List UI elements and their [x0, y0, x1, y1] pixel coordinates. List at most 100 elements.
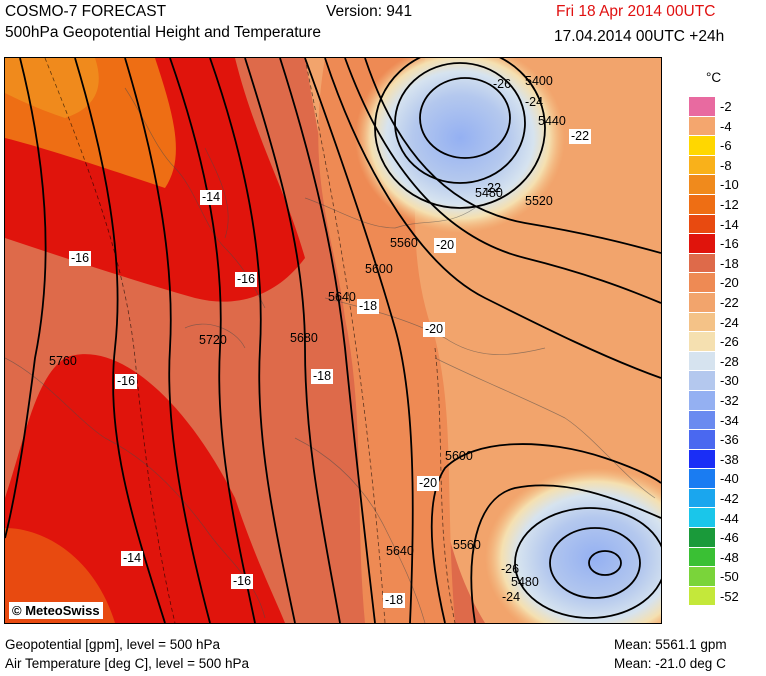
geo-label: 5640 [328, 290, 356, 304]
temp-label: -16 [69, 251, 92, 266]
legend-label: -32 [720, 393, 739, 408]
legend-label: -18 [720, 255, 739, 271]
geo-label: 5560 [453, 538, 481, 552]
legend-label: -2 [720, 99, 732, 114]
legend-color-box [689, 194, 715, 215]
legend-label: -42 [720, 491, 739, 506]
temp-label: -16 [115, 374, 138, 389]
legend-color-box [689, 97, 715, 117]
legend-label: -46 [720, 530, 739, 546]
legend-color-box [689, 234, 715, 254]
geo-label: 5600 [365, 262, 393, 276]
run-time: 17.04.2014 00UTC +24h [554, 28, 725, 45]
geopotential-contours [5, 58, 661, 623]
temp-label: -24 [502, 590, 521, 604]
legend-color-box [689, 332, 715, 352]
temp-label: -26 [501, 562, 520, 576]
temp-label: -20 [423, 322, 446, 337]
legend-color-box [689, 371, 715, 391]
geo-label: 5720 [199, 333, 227, 347]
coastlines [5, 87, 656, 623]
temp-label: -18 [311, 369, 334, 384]
temp-label: -22 [483, 181, 502, 195]
legend-color-box [689, 116, 715, 137]
legend-color-box [689, 586, 715, 607]
legend-label: -44 [720, 510, 739, 526]
legend-label: -26 [720, 334, 739, 350]
legend-color-box [689, 469, 715, 489]
legend-label: -22 [720, 295, 739, 310]
legend-label: -6 [720, 138, 732, 154]
valid-time: Fri 18 Apr 2014 00UTC [556, 3, 716, 20]
legend-label: -24 [720, 314, 739, 330]
temp-label: -16 [231, 574, 254, 589]
temp-label: -14 [200, 190, 223, 205]
legend-color-box [689, 488, 715, 509]
legend-color-box [689, 390, 715, 411]
geo-label: 5640 [386, 544, 414, 558]
temp-label: -20 [434, 238, 457, 253]
legend-label: -14 [720, 216, 739, 232]
legend-color-box [689, 253, 715, 274]
legend-label: -16 [720, 236, 739, 252]
legend-color-box [689, 155, 715, 176]
temp-label: -18 [383, 593, 406, 608]
legend-color-box [689, 410, 715, 431]
forecast-map: 5400 5440 5480 5520 5560 5600 5640 5680 … [4, 57, 662, 624]
legend-label: -52 [720, 589, 739, 604]
version-label: Version: 941 [326, 3, 413, 20]
legend-color-box [689, 547, 715, 568]
legend-color-box [689, 449, 715, 470]
geo-label: 5760 [49, 354, 77, 368]
geo-label: 5480 [511, 575, 539, 589]
model-title: COSMO-7 FORECAST [5, 3, 167, 20]
temp-label: -14 [121, 551, 144, 566]
map-subtitle: 500hPa Geopotential Height and Temperatu… [5, 24, 321, 41]
temperature-contours [44, 58, 456, 623]
temp-label: -16 [235, 272, 258, 287]
temp-band-10 [5, 58, 99, 118]
geo-label: 5600 [445, 449, 473, 463]
map-field [5, 58, 661, 623]
meteoswiss-logo: © MeteoSwiss [9, 602, 103, 619]
legend-color-box [689, 175, 715, 195]
legend-label: -4 [720, 118, 732, 134]
geo-label: 5520 [525, 194, 553, 208]
legend-label: -36 [720, 432, 739, 448]
legend-label: -8 [720, 157, 732, 173]
temp-band-16-south [5, 354, 285, 623]
legend-label: -20 [720, 275, 739, 291]
mean-geopotential: Mean: 5561.1 gpm [614, 637, 727, 652]
legend-label: -30 [720, 373, 739, 389]
legend-color-box [689, 567, 715, 587]
geo-label: 5560 [390, 236, 418, 250]
legend-label: -12 [720, 197, 739, 212]
temperature-description: Air Temperature [deg C], level = 500 hPa [5, 656, 250, 671]
legend-color-box [689, 508, 715, 529]
legend-color-box [689, 214, 715, 235]
legend-unit: °C [706, 70, 722, 85]
legend-label: -38 [720, 451, 739, 467]
legend-color-box [689, 351, 715, 372]
legend-label: -10 [720, 177, 739, 193]
geo-label: 5400 [525, 74, 553, 88]
legend-label: -40 [720, 471, 739, 487]
temp-label: -20 [417, 476, 440, 491]
temp-label: -24 [525, 95, 544, 109]
geopotential-description: Geopotential [gpm], level = 500 hPa [5, 637, 221, 652]
temp-label: -18 [357, 299, 380, 314]
cold-low-north [355, 58, 565, 233]
legend-color-box [689, 312, 715, 333]
cold-low-south [485, 468, 661, 623]
temperature-legend [689, 97, 715, 607]
geo-label: 5680 [290, 331, 318, 345]
legend-color-box [689, 430, 715, 450]
legend-label: -48 [720, 549, 739, 565]
temp-label: -26 [493, 77, 512, 91]
legend-label: -50 [720, 569, 739, 585]
legend-label: -34 [720, 412, 739, 428]
temp-label: -22 [569, 129, 592, 144]
legend-color-box [689, 273, 715, 293]
geo-label: 5440 [538, 114, 566, 128]
legend-label: -28 [720, 353, 739, 369]
